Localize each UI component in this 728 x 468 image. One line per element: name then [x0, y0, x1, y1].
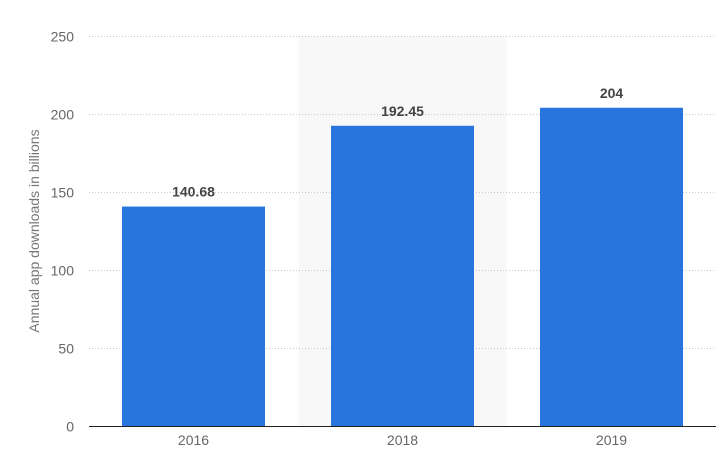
y-tick-label: 200	[51, 107, 75, 123]
y-axis-label: Annual app downloads in billions	[26, 129, 42, 332]
data-label: 140.68	[172, 184, 215, 200]
x-tick-label: 2018	[387, 432, 418, 448]
y-tick-label: 250	[51, 29, 75, 45]
data-label: 204	[600, 85, 624, 101]
x-tick-label: 2016	[178, 432, 209, 448]
data-label: 192.45	[381, 103, 424, 119]
y-tick-label: 0	[66, 419, 74, 435]
y-tick-label: 100	[51, 263, 75, 279]
bar-2016[interactable]	[122, 206, 265, 426]
y-tick-label: 50	[58, 341, 74, 357]
bar-2018[interactable]	[331, 125, 474, 426]
x-tick-label: 2019	[596, 432, 627, 448]
y-tick-label: 150	[51, 185, 75, 201]
bar-2019[interactable]	[540, 107, 683, 426]
